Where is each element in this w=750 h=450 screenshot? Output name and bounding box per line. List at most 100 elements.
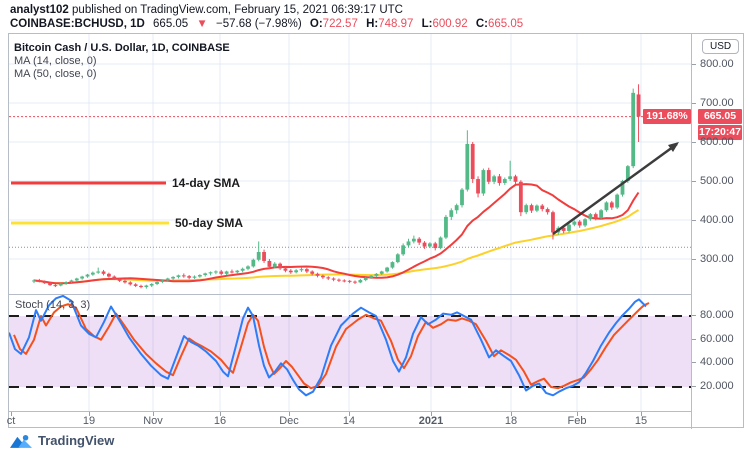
open-label: O: [309,18,323,30]
candle-body [165,278,170,281]
candle-body [69,280,74,283]
candle-body [572,221,577,225]
candle-body [588,214,593,220]
candle-body [112,276,117,279]
time-tick-label: 2021 [418,415,444,427]
candle-body [593,214,598,219]
candle-body [411,238,416,242]
time-tick-mark [289,412,290,416]
candle-body [197,274,202,277]
candle-body [176,275,181,277]
time-tick-label: Nov [143,415,163,427]
price-tick-label: 800.00 [692,58,744,70]
candle-body [96,271,101,273]
candle-body [529,205,534,211]
stoch-k-line [9,295,647,397]
candle-body [524,205,529,213]
candle-body [192,276,197,278]
ma14-line [33,183,640,285]
footer: TradingView [10,431,114,449]
candle-body [272,263,277,267]
candle-body [256,251,261,260]
candle-body [545,209,550,213]
candle-body [155,282,159,284]
candle-body [631,92,636,167]
candle-body [486,170,491,182]
candle-body [460,189,464,206]
currency-toggle-button[interactable]: USD [702,39,740,54]
candle-body [395,254,400,263]
candle-body [535,205,539,211]
candle-body [283,268,288,271]
candle-body [508,176,513,180]
candle-body [299,269,304,271]
trend-arrow-head [668,142,679,152]
candle-body [208,272,213,274]
time-axis[interactable]: ct 19 Nov 16 Dec 14 2021 18 Feb 15 [7,411,691,429]
candle-body [326,277,331,279]
candle-body [246,266,250,269]
candle-body [160,280,165,283]
stochastic-chart[interactable] [9,295,691,411]
candle-body [401,245,406,255]
tradingview-logo-icon[interactable] [10,433,32,448]
candle-body [262,251,266,261]
price-tick-label: 300.00 [692,253,744,265]
stoch-tick-label: 80.000 [692,309,744,321]
stoch-indicator-label: Stoch (14, 3, 3) [15,299,91,311]
candle-body [363,277,368,281]
candle-body [470,143,475,180]
publish-text: published on TradingView.com, February 1… [68,4,403,16]
candle-body [171,276,175,279]
candle-body [567,224,571,231]
time-tick-mark [431,412,432,416]
candle-body [620,181,625,195]
candle-body [599,210,603,219]
candle-body [107,273,111,277]
candle-body [422,242,427,247]
candle-body [85,274,90,277]
chart-frame: Bitcoin Cash / U.S. Dollar, 1D, COINBASE… [7,33,744,429]
price-axis[interactable]: USD 665.05 17:20:47 800.00 700.00 600.00 50… [691,34,744,429]
candle-body [358,280,363,283]
candle-body [288,270,293,273]
candle-body [406,241,411,246]
price-panel[interactable]: Bitcoin Cash / U.S. Dollar, 1D, COINBASE… [9,34,691,294]
price-tick-label: 600.00 [692,136,744,148]
candlestick-chart[interactable] [9,34,691,294]
candle-body [374,273,379,276]
candle-body [428,243,432,247]
close-value: 665.05 [487,18,524,30]
time-tick-mark [577,412,578,416]
time-tick-mark [11,412,12,416]
candle-body [224,271,229,274]
chart-title: Bitcoin Cash / U.S. Dollar, 1D, COINBASE [14,42,230,54]
candle-body [203,273,208,275]
countdown-badge: 17:20:47 [698,125,742,140]
candle-body [609,202,614,208]
candle-body [181,275,186,277]
candle-body [315,273,320,276]
candle-body [42,281,47,284]
stoch-d-line [13,302,650,390]
candle-body [444,216,448,238]
chart-legend: Bitcoin Cash / U.S. Dollar, 1D, COINBASE… [14,42,230,81]
candle-body [149,283,154,286]
candle-body [502,179,507,183]
time-tick-label: 14 [342,415,356,427]
candle-body [123,280,127,283]
low-value: 600.92 [432,18,468,30]
price-tick-label: 400.00 [692,214,744,226]
sma50-annotation-label: 50-day SMA [175,216,244,230]
stoch-panel[interactable]: Stoch (14, 3, 3) [9,294,691,411]
ma50-line [33,209,640,285]
candle-body [74,278,79,281]
candle-body [294,270,299,273]
time-tick-mark [349,412,350,416]
candle-body [331,278,336,280]
candle-body [625,166,630,181]
brand-name[interactable]: TradingView [38,432,115,448]
candle-body [117,278,122,281]
candle-body [583,219,587,226]
price-change: −57.68 (−7.98%) [216,18,302,30]
